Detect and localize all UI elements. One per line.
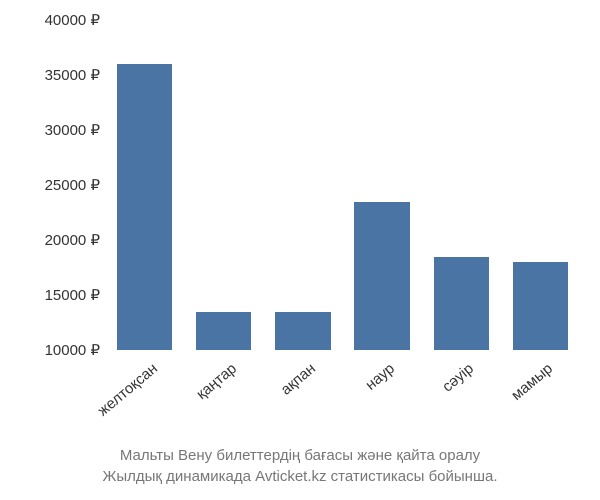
x-tick-label: қаңтар [152, 360, 240, 437]
y-tick-label: 30000 ₽ [0, 121, 100, 139]
bar [275, 312, 330, 351]
y-tick-label: 10000 ₽ [0, 341, 100, 359]
plot-area [105, 20, 580, 350]
x-tick-label: наур [310, 360, 398, 437]
bar [196, 312, 251, 351]
caption-line-1: Мальты Вену билеттердің бағасы және қайт… [120, 447, 480, 464]
y-tick-label: 40000 ₽ [0, 11, 100, 29]
x-tick-label: ақпан [231, 360, 319, 437]
x-tick-label: мамыр [469, 360, 557, 437]
y-tick-label: 25000 ₽ [0, 176, 100, 194]
x-tick-label: сәуір [390, 360, 478, 437]
y-tick-label: 35000 ₽ [0, 66, 100, 84]
price-chart: 10000 ₽ 15000 ₽ 20000 ₽ 25000 ₽ 30000 ₽ 35000… [0, 0, 600, 500]
chart-caption: Мальты Вену билеттердің бағасы және қайт… [0, 445, 600, 487]
y-tick-label: 15000 ₽ [0, 286, 100, 304]
x-tick-label: желтоқсан [73, 360, 161, 437]
bar [434, 257, 489, 351]
bar [513, 262, 568, 350]
y-tick-label: 20000 ₽ [0, 231, 100, 249]
bar [117, 64, 172, 350]
caption-line-2: Жылдық динамикада Avticket.kz статистика… [103, 468, 498, 485]
bar [354, 202, 409, 351]
